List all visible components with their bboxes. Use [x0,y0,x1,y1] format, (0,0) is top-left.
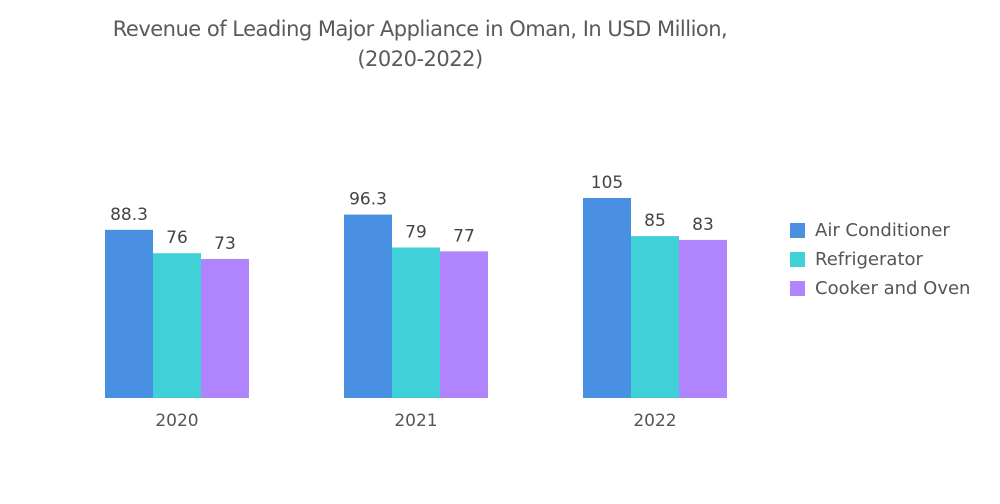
data-label-cooker-and-oven-2022: 83 [692,215,714,235]
data-label-cooker-and-oven-2020: 73 [214,234,236,254]
bar-refrigerator-2022[interactable] [631,236,679,398]
data-label-air-conditioner-2020: 88.3 [110,205,148,225]
chart-title-line1: Revenue of Leading Major Appliance in Om… [112,17,728,41]
legend-swatch-cooker-and-oven [790,281,805,296]
legend-item-cooker-and-oven[interactable]: Cooker and Oven [790,274,970,303]
data-label-refrigerator-2020: 76 [166,228,188,248]
chart-subtitle: (2020-2022) [357,47,483,71]
data-label-refrigerator-2022: 85 [644,211,666,231]
bar-cooker-and-oven-2022[interactable] [679,239,727,398]
data-label-cooker-and-oven-2021: 77 [453,226,475,246]
bar-cooker-and-oven-2021[interactable] [440,251,488,398]
bar-air-conditioner-2021[interactable] [344,214,392,398]
legend-label: Cooker and Oven [815,278,971,299]
bar-group-2021: 96.3 79 77 [344,190,488,398]
bar-group-2022: 105 85 83 [583,173,727,398]
legend-swatch-air-conditioner [790,223,805,238]
x-tick-label-2021: 2021 [394,411,437,431]
legend: Air Conditioner Refrigerator Cooker and … [790,216,970,303]
legend-swatch-refrigerator [790,252,805,267]
legend-label: Air Conditioner [815,220,950,241]
legend-item-air-conditioner[interactable]: Air Conditioner [790,216,970,245]
bar-group-2020: 88.3 76 73 [105,205,249,398]
legend-label: Refrigerator [815,249,923,270]
data-label-refrigerator-2021: 79 [405,223,427,243]
bar-refrigerator-2020[interactable] [153,253,201,398]
bar-air-conditioner-2022[interactable] [583,198,631,398]
bar-air-conditioner-2020[interactable] [105,229,153,398]
bar-cooker-and-oven-2020[interactable] [201,258,249,398]
legend-item-refrigerator[interactable]: Refrigerator [790,245,970,274]
bar-refrigerator-2021[interactable] [392,247,440,398]
x-tick-label-2022: 2022 [633,411,676,431]
data-label-air-conditioner-2022: 105 [591,173,623,193]
data-label-air-conditioner-2021: 96.3 [349,190,387,210]
x-tick-label-2020: 2020 [155,411,198,431]
chart-title: Revenue of Leading Major Appliance in Om… [0,14,840,74]
